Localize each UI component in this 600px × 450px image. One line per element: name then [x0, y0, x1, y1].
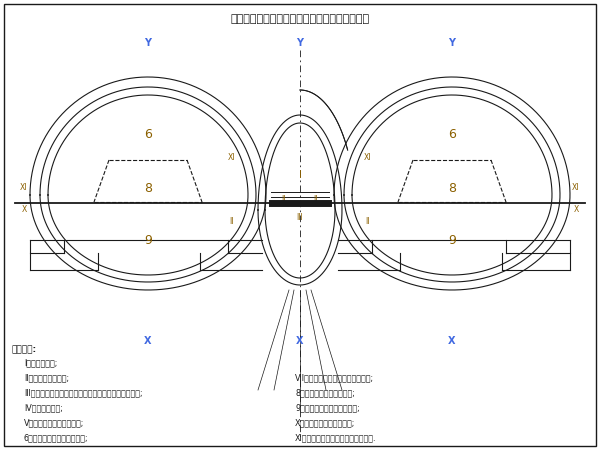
Text: III、基底注浆锚杆施作，危洞中墙及中墙底部回填处理;: III、基底注浆锚杆施作，危洞中墙及中墙底部回填处理;: [24, 388, 143, 397]
Text: 8、主洞上合阶核心土开挖;: 8、主洞上合阶核心土开挖;: [295, 388, 355, 397]
Text: II、中导洞初期支护;: II、中导洞初期支护;: [24, 373, 69, 382]
Text: X: X: [144, 336, 152, 346]
Text: III: III: [296, 213, 304, 222]
Text: XI: XI: [228, 153, 236, 162]
Text: XI: XI: [364, 153, 372, 162]
Text: II: II: [282, 194, 286, 203]
Text: X: X: [22, 206, 26, 215]
Text: VII、左（右）主洞上合阶初期支护;: VII、左（右）主洞上合阶初期支护;: [295, 373, 374, 382]
Text: Y: Y: [145, 38, 151, 48]
Text: Y: Y: [296, 38, 304, 48]
Text: 9: 9: [144, 234, 152, 247]
Text: XI: XI: [572, 184, 580, 193]
Text: 图中符号:: 图中符号:: [12, 345, 37, 354]
Text: Y: Y: [449, 38, 455, 48]
Text: 6、左（右）主洞上合阶开挖;: 6、左（右）主洞上合阶开挖;: [24, 433, 89, 442]
Text: IV、中墙侧支柱;: IV、中墙侧支柱;: [24, 403, 63, 412]
Text: X: X: [448, 336, 456, 346]
Text: V、左（右）主洞超前支护;: V、左（右）主洞超前支护;: [24, 418, 85, 427]
Text: I: I: [299, 170, 301, 180]
Text: XI: XI: [20, 184, 28, 193]
Text: 连拱隧道中导洞法合阶分步开挖施工作业程序图: 连拱隧道中导洞法合阶分步开挖施工作业程序图: [230, 14, 370, 24]
Text: 8: 8: [448, 181, 456, 194]
Text: 9: 9: [448, 234, 456, 247]
Text: 6: 6: [448, 129, 456, 141]
Text: II: II: [366, 217, 370, 226]
Text: II: II: [230, 217, 234, 226]
Text: II: II: [314, 194, 318, 203]
Text: X: X: [574, 206, 578, 215]
Text: XI、全断面喷注左（右）洞二次衬砌.: XI、全断面喷注左（右）洞二次衬砌.: [295, 433, 377, 442]
Text: 6: 6: [144, 129, 152, 141]
Text: X、左（右）主洞仰拱初砌;: X、左（右）主洞仰拱初砌;: [295, 418, 355, 427]
Text: 8: 8: [144, 181, 152, 194]
Text: I、中导洞开挖;: I、中导洞开挖;: [24, 358, 58, 367]
Text: 9、左（右）主洞下合阶开挖;: 9、左（右）主洞下合阶开挖;: [295, 403, 360, 412]
Text: X: X: [296, 336, 304, 346]
